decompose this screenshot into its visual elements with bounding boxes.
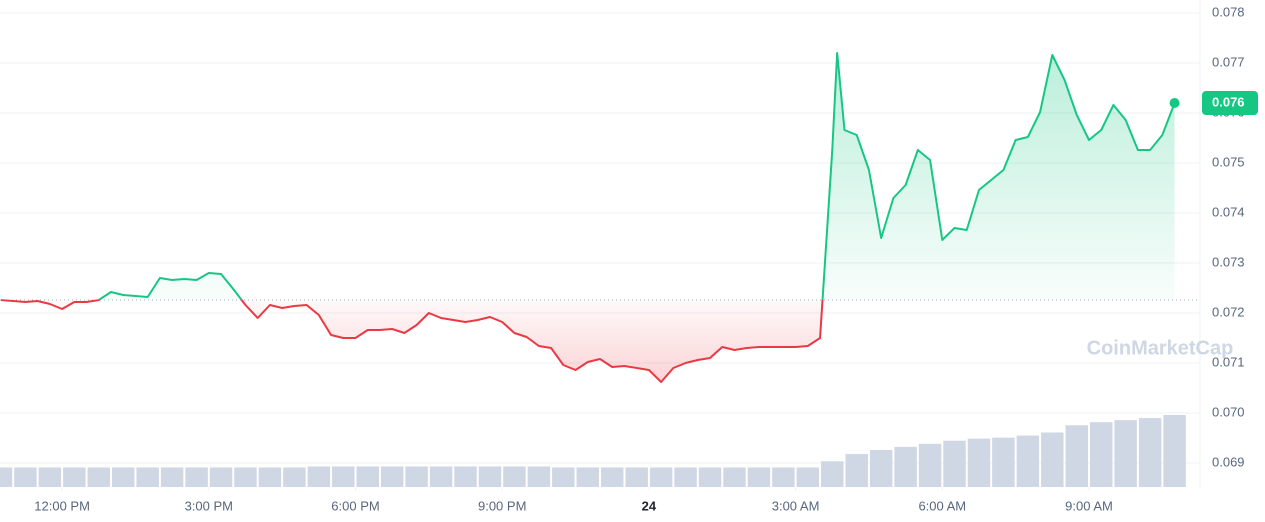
volume-bar xyxy=(943,440,966,487)
price-tag xyxy=(1202,91,1258,115)
x-tick-label: 3:00 PM xyxy=(185,498,233,513)
y-tick-label: 0.070 xyxy=(1212,404,1245,419)
x-tick-label: 9:00 AM xyxy=(1065,498,1113,513)
y-tick-label: 0.069 xyxy=(1212,454,1245,469)
volume-bar xyxy=(649,467,673,487)
y-tick-label: 0.071 xyxy=(1212,354,1245,369)
volume-bar xyxy=(869,449,893,487)
volume-bar xyxy=(967,438,991,487)
price-line xyxy=(0,52,1176,383)
volume-bar xyxy=(674,467,697,487)
y-tick-label: 0.074 xyxy=(1212,204,1245,219)
x-tick-label: 9:00 PM xyxy=(478,498,526,513)
volume-bar xyxy=(747,467,771,487)
volume-bar xyxy=(894,446,917,487)
volume-bar xyxy=(625,467,648,487)
volume-bar xyxy=(503,466,526,487)
volume-bar xyxy=(845,454,868,487)
x-tick-label: 12:00 PM xyxy=(34,498,90,513)
volume-bar xyxy=(1016,435,1040,487)
last-point xyxy=(1169,98,1180,108)
price-label: 0.076 xyxy=(1212,94,1245,109)
volume-bar xyxy=(1138,418,1162,487)
volume-bar xyxy=(405,466,428,487)
volume-bar xyxy=(429,466,453,487)
volume-bar xyxy=(698,467,722,487)
volume-bar xyxy=(527,466,551,487)
y-tick-label: 0.077 xyxy=(1212,54,1245,69)
volume-bar xyxy=(454,466,477,487)
x-tick-label: 6:00 AM xyxy=(918,498,966,513)
volume-bar xyxy=(136,467,159,487)
volume-bar xyxy=(356,466,379,487)
volume-bar xyxy=(283,467,306,487)
y-tick-label: 0.078 xyxy=(1212,4,1245,19)
volume-bar xyxy=(14,467,37,487)
volume-bar xyxy=(87,467,111,487)
volume-bar xyxy=(601,467,624,487)
area-fill xyxy=(0,53,1175,382)
volume-bar xyxy=(918,443,942,487)
volume-bar xyxy=(160,467,184,487)
volume-bar xyxy=(723,467,746,487)
volume-bar xyxy=(1114,420,1137,487)
volume-bar xyxy=(185,467,208,487)
volume-bar xyxy=(332,466,355,487)
volume-bar xyxy=(63,467,86,487)
y-tick-label: 0.072 xyxy=(1212,304,1245,319)
volume-bar xyxy=(992,437,1015,487)
x-tick-label: 3:00 AM xyxy=(772,498,820,513)
watermark: CoinMarketCap xyxy=(1087,337,1234,359)
volume-bar xyxy=(821,461,844,487)
volume-bar xyxy=(772,467,795,487)
x-tick-label: 24 xyxy=(642,498,657,513)
volume-bar xyxy=(1089,422,1113,487)
volume-bar xyxy=(576,467,599,487)
volume-bar xyxy=(380,466,404,487)
volume-bar xyxy=(209,467,233,487)
volume-bar xyxy=(307,466,331,487)
volume-bar xyxy=(258,467,282,487)
volume-bar xyxy=(234,467,257,487)
volume-bar xyxy=(1163,415,1186,487)
volume-bar xyxy=(1041,432,1064,487)
volume-bar xyxy=(112,467,135,487)
volume-bar xyxy=(38,467,62,487)
volume-bar xyxy=(796,467,820,487)
y-tick-label: 0.075 xyxy=(1212,154,1245,169)
volume-bar xyxy=(478,466,502,487)
y-tick-label: 0.073 xyxy=(1212,254,1245,269)
volume-bar xyxy=(0,467,13,487)
volume-bar xyxy=(1065,425,1088,487)
volume-bar xyxy=(552,467,575,487)
x-tick-label: 6:00 PM xyxy=(331,498,379,513)
